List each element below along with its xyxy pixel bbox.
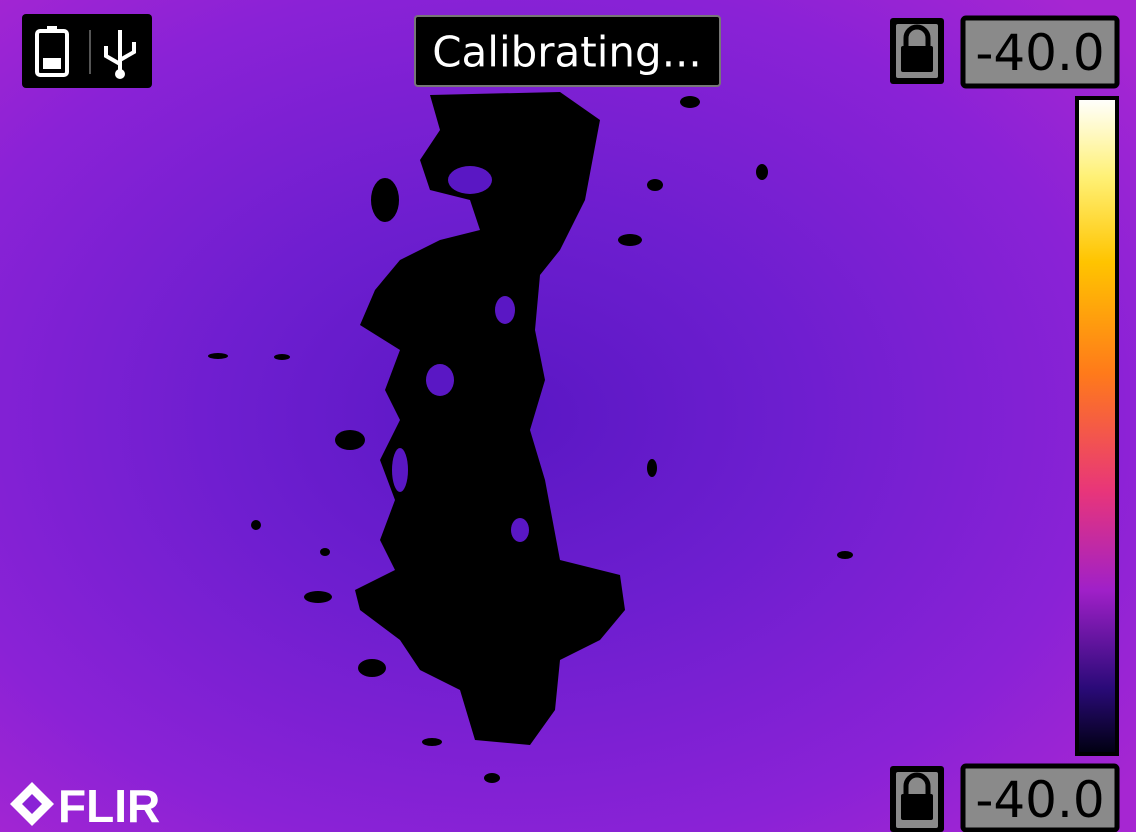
brand-name: FLIR [58, 780, 160, 832]
lock-icon-top [890, 18, 944, 84]
usb-icon [104, 30, 136, 79]
scale-min-box [960, 763, 1120, 832]
status-message: Calibrating... [432, 28, 702, 77]
status-banner [414, 15, 721, 87]
scale-max-box [960, 15, 1120, 89]
lock-icon-bottom [890, 766, 944, 832]
cold-region [208, 92, 853, 783]
scale-min-label: -40.0 [975, 771, 1104, 829]
cold-region-holes [392, 166, 529, 542]
brand-logo [10, 782, 54, 826]
scale-max-label: -40.0 [975, 24, 1104, 82]
battery-icon [35, 26, 69, 77]
palette-bar [1075, 96, 1119, 756]
